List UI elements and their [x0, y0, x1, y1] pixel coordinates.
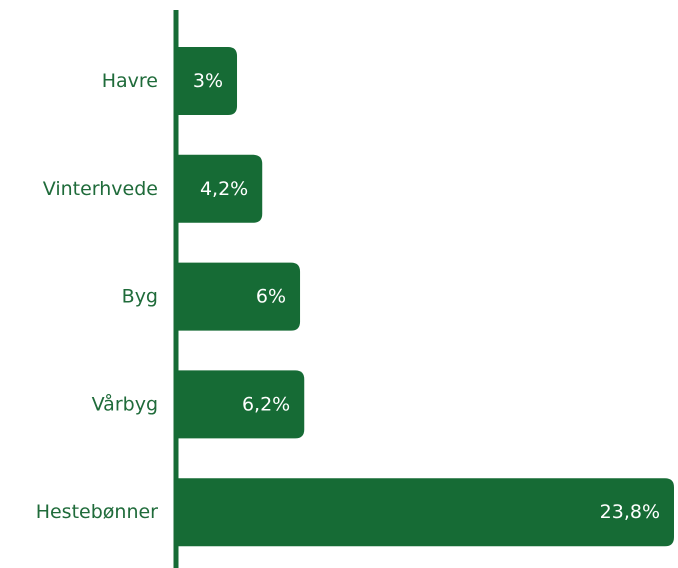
category-label: Byg — [122, 286, 158, 308]
value-label: 3% — [193, 70, 223, 92]
bars-layer — [174, 47, 674, 547]
category-label: Havre — [102, 70, 158, 92]
value-label: 6% — [256, 286, 286, 308]
bar-vinterhvede — [174, 154, 263, 223]
category-label: Hestebønner — [36, 501, 158, 523]
bar-hestebønner — [174, 478, 674, 547]
value-label: 23,8% — [600, 501, 660, 523]
bar-vårbyg — [174, 370, 305, 439]
category-label: Vårbyg — [92, 392, 158, 415]
bar-havre — [174, 47, 238, 115]
category-label: Vinterhvede — [43, 178, 158, 200]
bar-byg — [174, 262, 301, 331]
value-label: 6,2% — [242, 393, 290, 415]
labels-layer: Havre 3% Vinterhvede 4,2% Byg 6% Vårbyg 6,2% Hes… — [36, 70, 660, 523]
value-label: 4,2% — [200, 178, 248, 200]
